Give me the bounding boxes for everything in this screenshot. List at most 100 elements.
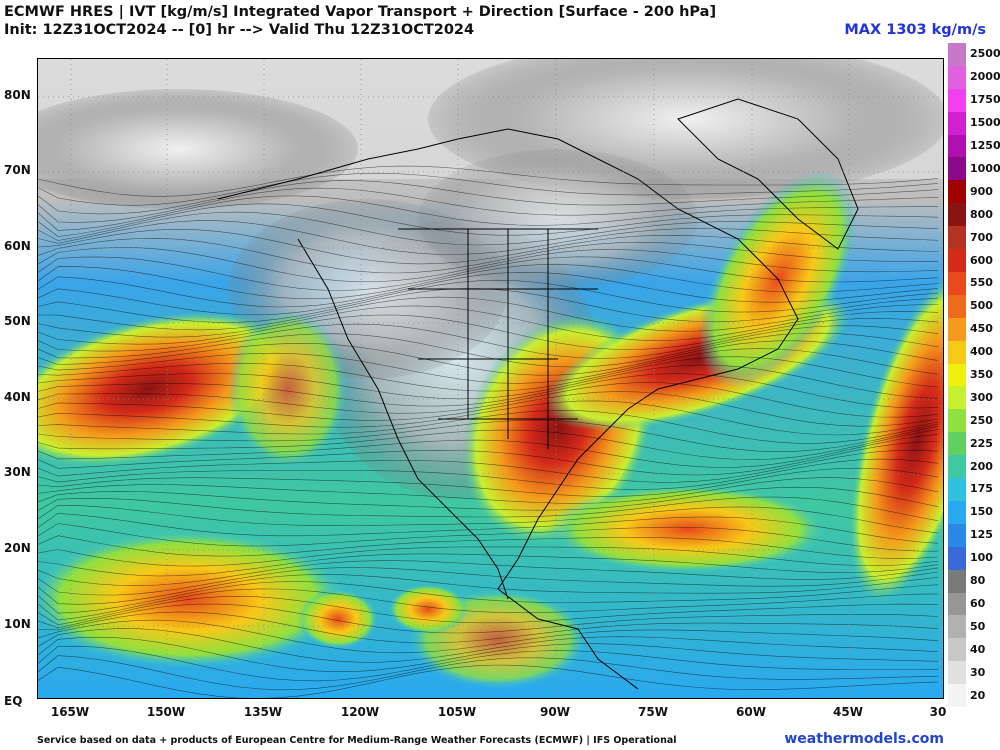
streamline (38, 211, 939, 246)
streamline (38, 382, 939, 418)
colorbar-label: 900 (970, 184, 993, 198)
streamline (38, 512, 939, 544)
colorbar-label: 500 (970, 299, 993, 313)
lon-label: 135W (243, 705, 283, 719)
colorbar-segment (948, 363, 966, 387)
streamline (38, 477, 939, 504)
streamline (38, 256, 939, 291)
colorbar-label: 40 (970, 642, 986, 656)
streamline (38, 356, 939, 392)
colorbar-label: 550 (970, 276, 993, 290)
colorbar-segment (948, 592, 966, 616)
streamline (38, 364, 939, 400)
colorbar-segment (948, 111, 966, 136)
streamline (38, 441, 939, 476)
lon-label: 75W (638, 705, 668, 719)
streamline (38, 546, 939, 567)
colorbar-label: 350 (970, 368, 993, 381)
colorbar-label: 1500 (970, 116, 1000, 130)
streamline (38, 567, 939, 596)
colorbar-label: 300 (970, 390, 993, 404)
lat-label: 50N (4, 314, 31, 328)
lon-label: 30 (929, 705, 947, 719)
colorbar-segment (948, 638, 966, 662)
streamline (38, 348, 939, 384)
streamline (38, 271, 939, 308)
streamline (38, 553, 939, 577)
colorbar-label: 100 (970, 551, 993, 565)
colorbar-label: 250 (970, 413, 993, 427)
colorbar-segment (948, 43, 966, 67)
streamline (38, 434, 939, 468)
streamline (38, 264, 939, 300)
lon-label: 165W (50, 705, 90, 719)
ivt-map (37, 58, 944, 699)
colorbar-label: 1250 (970, 139, 1000, 153)
colorbar-segment (948, 546, 966, 571)
colorbar-segment (948, 294, 966, 319)
streamline (38, 391, 939, 427)
colorbar-segment (948, 271, 966, 296)
colorbar-label: 1750 (970, 93, 1000, 107)
streamline (38, 560, 939, 586)
colorbar-segment (948, 134, 966, 158)
colorbar-label: 200 (970, 459, 993, 473)
colorbar-label: 80 (970, 574, 986, 588)
streamline (38, 296, 939, 332)
init-valid-time: Init: 12Z31OCT2024 -- [0] hr --> Valid T… (4, 22, 475, 38)
streamline (38, 588, 939, 621)
brand-link[interactable]: weathermodels.com (784, 731, 944, 747)
streamline (38, 323, 939, 359)
streamline (38, 228, 939, 265)
streamline (38, 581, 939, 614)
footer-credit: Service based on data + products of Euro… (37, 735, 677, 746)
streamline (38, 504, 939, 534)
colorbar-label: 800 (970, 207, 993, 221)
streamline (38, 305, 939, 341)
colorbar-label: 400 (970, 345, 993, 359)
streamline (38, 636, 939, 673)
streamline (38, 603, 939, 634)
streamline (38, 664, 939, 698)
lon-label: 150W (146, 705, 186, 719)
lat-label: EQ (4, 694, 23, 708)
lat-label: 20N (4, 541, 31, 555)
colorbar-label: 450 (970, 322, 993, 336)
colorbar-segment (948, 523, 966, 548)
colorbar (948, 43, 966, 708)
colorbar-segment (948, 455, 966, 479)
lon-label: 105W (437, 705, 477, 719)
streamline (38, 187, 939, 223)
streamline (38, 172, 939, 206)
colorbar-label: 2500 (970, 47, 1000, 61)
colorbar-label: 150 (970, 505, 993, 519)
streamline (38, 180, 939, 215)
lat-label: 70N (4, 163, 31, 177)
streamline (38, 340, 939, 376)
streamline (38, 419, 939, 453)
colorbar-segment (948, 569, 966, 593)
colorbar-segment (948, 249, 966, 273)
streamline (38, 400, 939, 436)
colorbar-label: 700 (970, 230, 993, 244)
streamline (38, 486, 939, 511)
streamline (38, 279, 939, 316)
colorbar-label: 125 (970, 528, 993, 542)
colorbar-segment (948, 684, 966, 708)
streamline (38, 628, 939, 663)
streamline (38, 655, 939, 691)
streamline (38, 595, 939, 626)
streamline (38, 458, 939, 490)
colorbar-segment (948, 661, 966, 685)
colorbar-label: 20 (970, 688, 986, 702)
streamline (38, 535, 939, 559)
lat-label: 10N (4, 617, 31, 631)
colorbar-label: 600 (970, 253, 993, 267)
streamline (38, 449, 939, 483)
streamline (38, 220, 939, 255)
streamline (38, 203, 939, 237)
lat-label: 80N (4, 88, 31, 102)
streamline (38, 165, 939, 197)
colorbar-segment (948, 180, 966, 204)
colorbar-segment (948, 157, 966, 181)
